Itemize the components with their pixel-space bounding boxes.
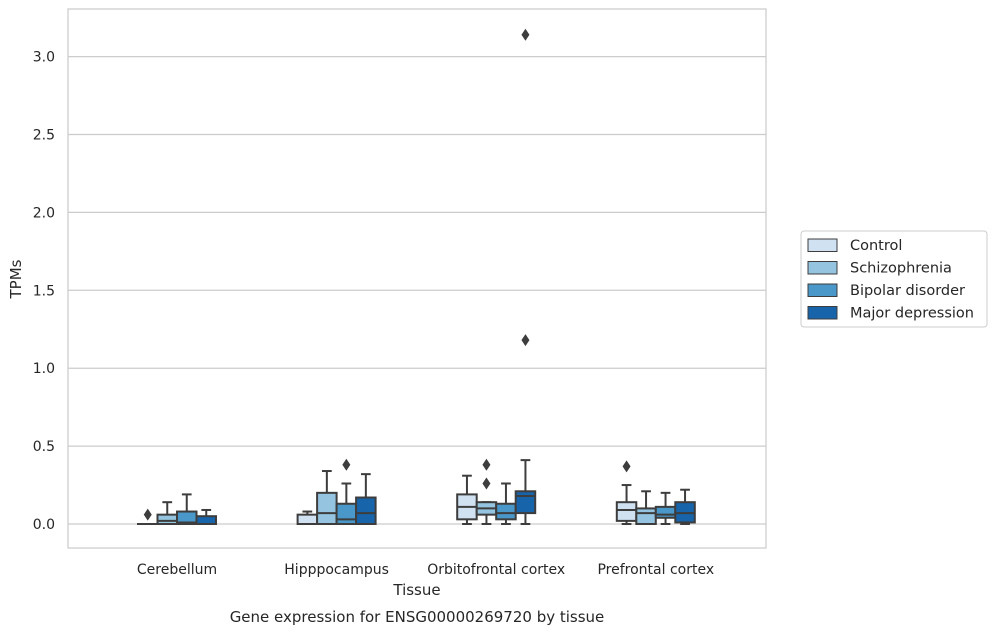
box-major-depression: [355, 473, 377, 526]
box-schizophrenia: [475, 458, 498, 525]
box-bipolar-disorder: [495, 482, 517, 525]
outlier-point: [622, 460, 631, 473]
box-iqr: [654, 505, 677, 519]
outlier-point: [482, 477, 491, 490]
box-bipolar-disorder: [335, 458, 358, 526]
outlier-point: [342, 458, 351, 471]
x-axis-label: Tissue: [392, 581, 440, 599]
box-control: [456, 474, 478, 525]
y-axis-ticks: 0.0 0.5 1.0 1.5 2.0 2.5 3.0: [33, 50, 55, 533]
plot-area-frame: [67, 8, 767, 549]
legend-entry: Schizophrenia: [850, 261, 952, 277]
y-tick-label: 0.0: [33, 517, 55, 533]
box-iqr: [635, 507, 657, 526]
box-schizophrenia: [316, 470, 338, 525]
box-schizophrenia: [635, 490, 657, 526]
box-iqr: [514, 490, 537, 515]
box-iqr: [495, 502, 517, 521]
box-iqr: [156, 513, 178, 525]
x-tick-label: Cerebellum: [137, 562, 217, 578]
grid-lines: [68, 55, 766, 525]
y-tick-label: 3.0: [33, 50, 55, 66]
x-tick-label: Hipppocampus: [284, 562, 389, 578]
box-control: [137, 508, 159, 526]
x-axis-ticks: Cerebellum Hipppocampus Orbitofrontal cort…: [137, 562, 714, 578]
box-control: [615, 460, 638, 525]
legend-swatch: [807, 261, 838, 275]
box-iqr: [355, 496, 377, 526]
box-major-depression: [195, 508, 217, 526]
y-tick-label: 0.5: [33, 439, 55, 455]
box-bipolar-disorder: [654, 491, 677, 525]
legend-entry: Bipolar disorder: [850, 283, 965, 299]
box-iqr: [296, 513, 319, 525]
legend-swatch: [807, 238, 838, 252]
legend: Control Schizophrenia Bipolar disorder Majo…: [800, 230, 988, 328]
outlier-point: [482, 458, 491, 471]
box-major-depression: [674, 488, 696, 525]
y-tick-label: 1.0: [33, 361, 55, 377]
box-control: [296, 510, 319, 525]
legend-entry: Major depression: [850, 306, 974, 322]
box-iqr: [316, 491, 338, 525]
box-bipolar-disorder: [176, 493, 198, 526]
x-tick-label: Prefrontal cortex: [597, 562, 714, 578]
y-tick-label: 2.5: [33, 128, 55, 144]
y-axis-label: TPMs: [7, 259, 25, 299]
chart-caption: Gene expression for ENSG00000269720 by t…: [230, 608, 605, 626]
outlier-point: [143, 508, 152, 521]
y-tick-label: 1.5: [33, 283, 55, 299]
y-tick-label: 2.0: [33, 205, 55, 221]
outlier-point: [521, 28, 530, 41]
legend-swatch: [807, 283, 838, 297]
box-iqr: [335, 502, 358, 526]
box-major-depression: [514, 28, 537, 525]
x-tick-label: Orbitofrontal cortex: [427, 562, 565, 578]
boxes: [137, 28, 696, 526]
legend-entry: Control: [850, 238, 902, 254]
box-iqr: [615, 501, 638, 522]
legend-frame: [800, 230, 988, 328]
legend-swatch: [807, 306, 838, 320]
box-schizophrenia: [156, 501, 178, 525]
outlier-point: [521, 334, 530, 347]
box-iqr: [195, 515, 217, 526]
